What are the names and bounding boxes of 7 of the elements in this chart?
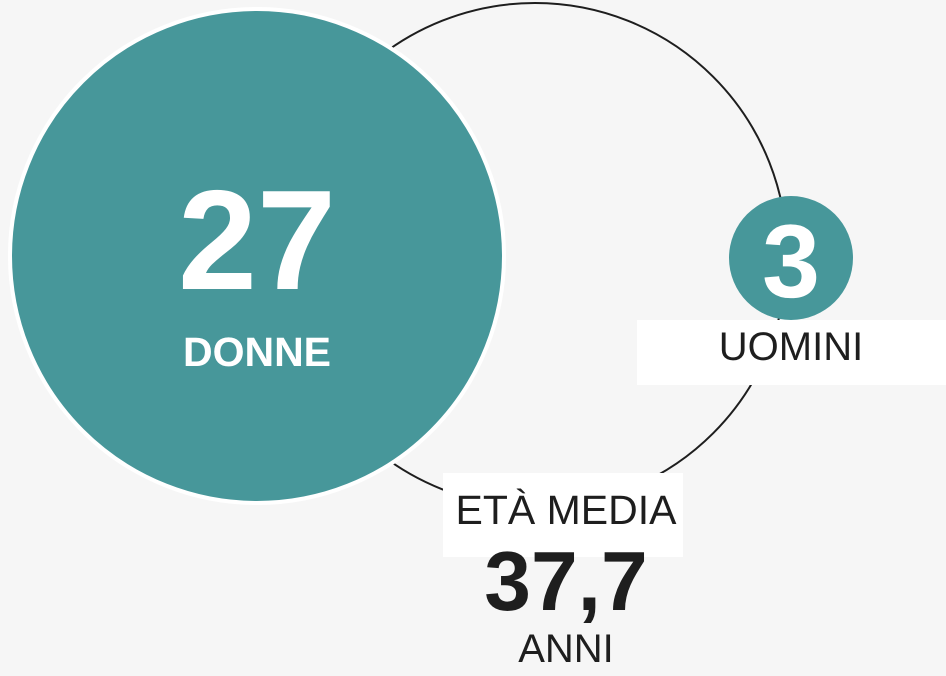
category-label: DONNE	[182, 329, 332, 375]
text: 37,7	[484, 534, 648, 628]
category-label: UOMINI	[718, 325, 864, 369]
data-label: 3	[762, 204, 820, 320]
text: ANNI	[518, 627, 614, 671]
text: ETÀ MEDIA	[456, 487, 678, 533]
data-label: 27	[178, 161, 336, 320]
